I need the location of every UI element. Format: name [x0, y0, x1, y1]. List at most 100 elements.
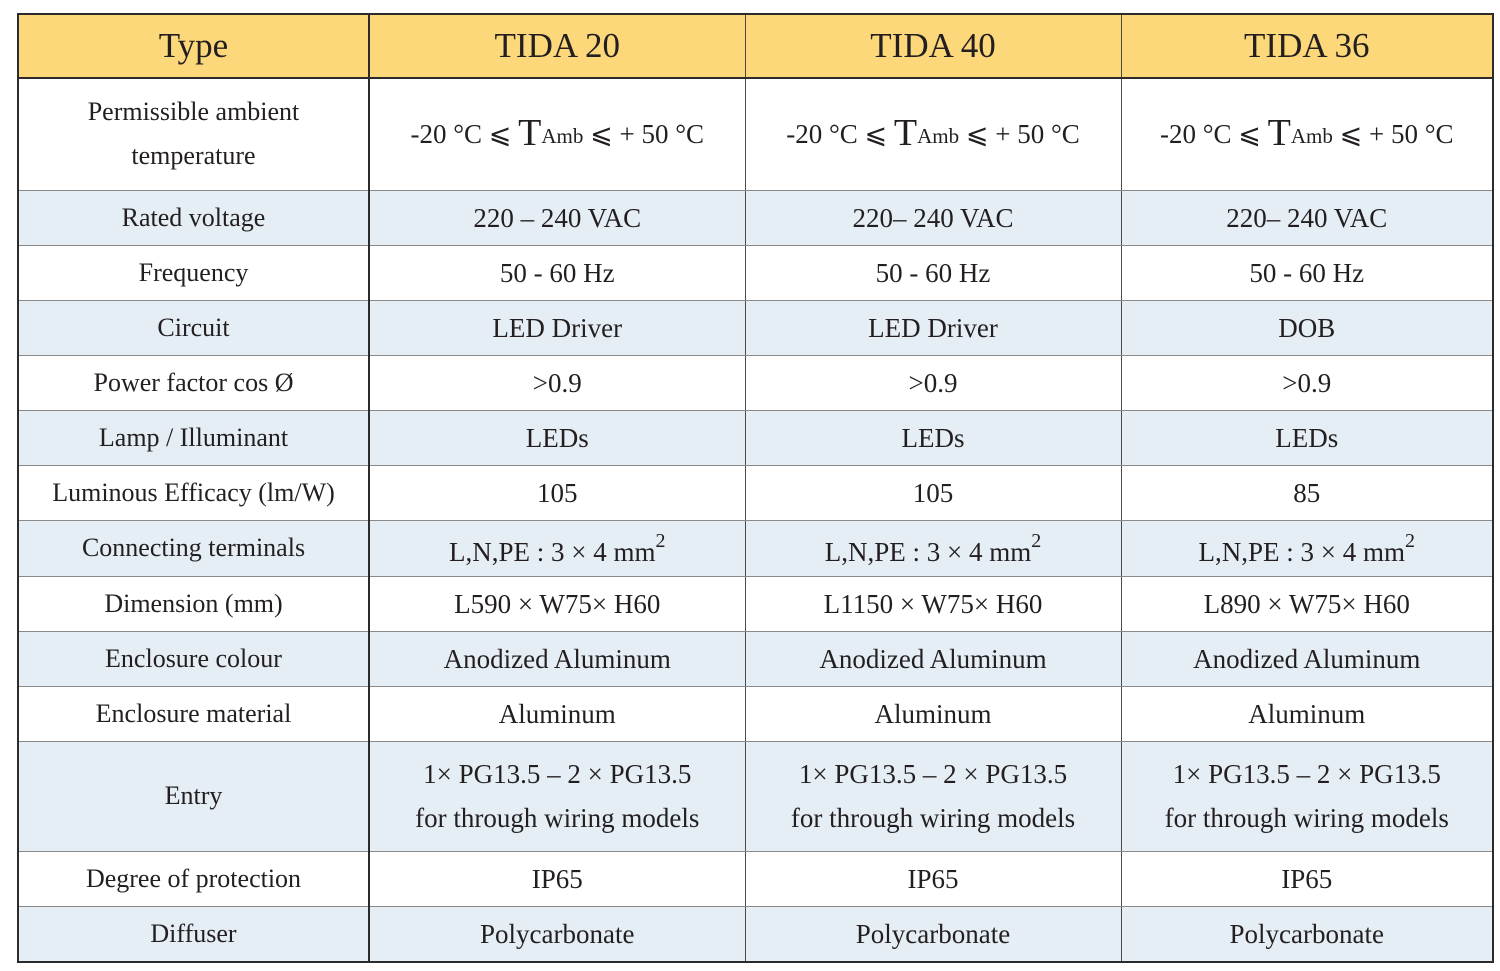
- cell-efficacy-3: 85: [1120, 465, 1494, 522]
- row-label-terminals: Connecting terminals: [17, 520, 370, 577]
- cell-ambient-3: -20 °C ⩽ TAmb ⩽ + 50 °C: [1120, 77, 1494, 191]
- terminals-sup: 2: [1031, 529, 1042, 552]
- row-label-dimension: Dimension (mm): [17, 575, 370, 632]
- row-label-efficacy: Luminous Efficacy (lm/W): [17, 465, 370, 522]
- cell-enclosure-colour-1: Anodized Aluminum: [368, 630, 746, 687]
- ambient-sub: Amb: [917, 123, 960, 148]
- cell-voltage-1: 220 – 240 VAC: [368, 189, 746, 246]
- ambient-prefix: -20 °C ⩽: [786, 118, 894, 149]
- entry-line: 1× PG13.5 – 2 × PG13.5: [798, 759, 1068, 790]
- table-row-voltage: Rated voltage 220 – 240 VAC 220– 240 VAC…: [17, 189, 1494, 246]
- table-row-enclosure-material: Enclosure material Aluminum Aluminum Alu…: [17, 685, 1494, 742]
- cell-protection-2: IP65: [744, 851, 1122, 908]
- row-label-ambient: Permissible ambient temperature: [17, 77, 370, 191]
- header-model-2: TIDA 40: [744, 13, 1122, 79]
- cell-circuit-2: LED Driver: [744, 299, 1122, 357]
- cell-enclosure-material-1: Aluminum: [368, 685, 746, 742]
- ambient-t: T: [893, 111, 918, 154]
- ambient-t: T: [518, 111, 542, 154]
- table-row-lamp: Lamp / Illuminant LEDs LEDs LEDs: [17, 410, 1494, 467]
- table-row-ambient: Permissible ambient temperature -20 °C ⩽…: [17, 77, 1494, 191]
- ambient-suffix: ⩽ + 50 °C: [1332, 118, 1454, 149]
- cell-diffuser-3: Polycarbonate: [1120, 906, 1494, 963]
- table-row-power-factor: Power factor cos Ø >0.9 >0.9 >0.9: [17, 355, 1494, 412]
- entry-line: for through wiring models: [790, 803, 1076, 834]
- cell-frequency-2: 50 - 60 Hz: [744, 244, 1122, 301]
- cell-efficacy-1: 105: [368, 465, 746, 522]
- ambient-sub: Amb: [1290, 123, 1333, 148]
- table-row-frequency: Frequency 50 - 60 Hz 50 - 60 Hz 50 - 60 …: [17, 244, 1494, 301]
- terminals-text: L,N,PE : 3 × 4 mm: [449, 536, 656, 567]
- header-row: Type TIDA 20 TIDA 40 TIDA 36: [17, 13, 1494, 79]
- terminals-sup: 2: [1404, 529, 1415, 552]
- row-label-power-factor: Power factor cos Ø: [17, 355, 370, 412]
- row-label-line: Permissible ambient: [87, 97, 300, 127]
- row-label-lamp: Lamp / Illuminant: [17, 410, 370, 467]
- row-label-entry: Entry: [17, 740, 370, 853]
- row-label-diffuser: Diffuser: [17, 906, 370, 963]
- row-label-protection: Degree of protection: [17, 851, 370, 908]
- ambient-sub: Amb: [541, 123, 584, 148]
- ambient-t: T: [1267, 111, 1291, 154]
- ambient-suffix: ⩽ + 50 °C: [959, 118, 1080, 149]
- cell-terminals-2: L,N,PE : 3 × 4 mm2: [744, 520, 1122, 577]
- cell-frequency-1: 50 - 60 Hz: [368, 244, 746, 301]
- cell-terminals-3: L,N,PE : 3 × 4 mm2: [1120, 520, 1494, 577]
- header-model-1: TIDA 20: [368, 13, 746, 79]
- spec-table: Type TIDA 20 TIDA 40 TIDA 36 Permissible…: [17, 13, 1494, 963]
- table-row-terminals: Connecting terminals L,N,PE : 3 × 4 mm2 …: [17, 520, 1494, 577]
- row-label-line: temperature: [131, 141, 256, 171]
- cell-diffuser-2: Polycarbonate: [744, 906, 1122, 963]
- cell-frequency-3: 50 - 60 Hz: [1120, 244, 1494, 301]
- cell-power-factor-1: >0.9: [368, 355, 746, 412]
- cell-circuit-3: DOB: [1120, 299, 1494, 357]
- cell-lamp-1: LEDs: [368, 410, 746, 467]
- cell-protection-3: IP65: [1120, 851, 1494, 908]
- cell-entry-1: 1× PG13.5 – 2 × PG13.5 for through wirin…: [368, 740, 746, 853]
- table-row-diffuser: Diffuser Polycarbonate Polycarbonate Pol…: [17, 906, 1494, 963]
- table-row-protection: Degree of protection IP65 IP65 IP65: [17, 851, 1494, 908]
- cell-dimension-2: L1150 × W75× H60: [744, 575, 1122, 632]
- terminals-sup: 2: [655, 529, 666, 552]
- row-label-enclosure-material: Enclosure material: [17, 685, 370, 742]
- cell-enclosure-colour-3: Anodized Aluminum: [1120, 630, 1494, 687]
- cell-power-factor-2: >0.9: [744, 355, 1122, 412]
- cell-entry-3: 1× PG13.5 – 2 × PG13.5 for through wirin…: [1120, 740, 1494, 853]
- cell-ambient-2: -20 °C ⩽ TAmb ⩽ + 50 °C: [744, 77, 1122, 191]
- cell-power-factor-3: >0.9: [1120, 355, 1494, 412]
- entry-line: for through wiring models: [415, 803, 700, 834]
- cell-protection-1: IP65: [368, 851, 746, 908]
- table-row-enclosure-colour: Enclosure colour Anodized Aluminum Anodi…: [17, 630, 1494, 687]
- cell-lamp-3: LEDs: [1120, 410, 1494, 467]
- row-label-frequency: Frequency: [17, 244, 370, 301]
- header-model-3: TIDA 36: [1120, 13, 1494, 79]
- cell-entry-2: 1× PG13.5 – 2 × PG13.5 for through wirin…: [744, 740, 1122, 853]
- cell-enclosure-material-2: Aluminum: [744, 685, 1122, 742]
- entry-line: for through wiring models: [1164, 803, 1449, 834]
- cell-efficacy-2: 105: [744, 465, 1122, 522]
- cell-circuit-1: LED Driver: [368, 299, 746, 357]
- table-row-circuit: Circuit LED Driver LED Driver DOB: [17, 299, 1494, 357]
- cell-voltage-3: 220– 240 VAC: [1120, 189, 1494, 246]
- cell-enclosure-material-3: Aluminum: [1120, 685, 1494, 742]
- header-type: Type: [17, 13, 370, 79]
- cell-ambient-1: -20 °C ⩽ TAmb ⩽ + 50 °C: [368, 77, 746, 191]
- terminals-text: L,N,PE : 3 × 4 mm: [1198, 536, 1405, 567]
- cell-terminals-1: L,N,PE : 3 × 4 mm2: [368, 520, 746, 577]
- cell-voltage-2: 220– 240 VAC: [744, 189, 1122, 246]
- cell-enclosure-colour-2: Anodized Aluminum: [744, 630, 1122, 687]
- cell-dimension-1: L590 × W75× H60: [368, 575, 746, 632]
- ambient-prefix: -20 °C ⩽: [410, 118, 519, 149]
- ambient-prefix: -20 °C ⩽: [1159, 118, 1268, 149]
- table-row-entry: Entry 1× PG13.5 – 2 × PG13.5 for through…: [17, 740, 1494, 853]
- row-label-voltage: Rated voltage: [17, 189, 370, 246]
- ambient-suffix: ⩽ + 50 °C: [583, 118, 705, 149]
- entry-line: 1× PG13.5 – 2 × PG13.5: [1172, 759, 1441, 790]
- row-label-circuit: Circuit: [17, 299, 370, 357]
- row-label-enclosure-colour: Enclosure colour: [17, 630, 370, 687]
- cell-dimension-3: L890 × W75× H60: [1120, 575, 1494, 632]
- table-row-dimension: Dimension (mm) L590 × W75× H60 L1150 × W…: [17, 575, 1494, 632]
- cell-diffuser-1: Polycarbonate: [368, 906, 746, 963]
- terminals-text: L,N,PE : 3 × 4 mm: [824, 536, 1032, 567]
- cell-lamp-2: LEDs: [744, 410, 1122, 467]
